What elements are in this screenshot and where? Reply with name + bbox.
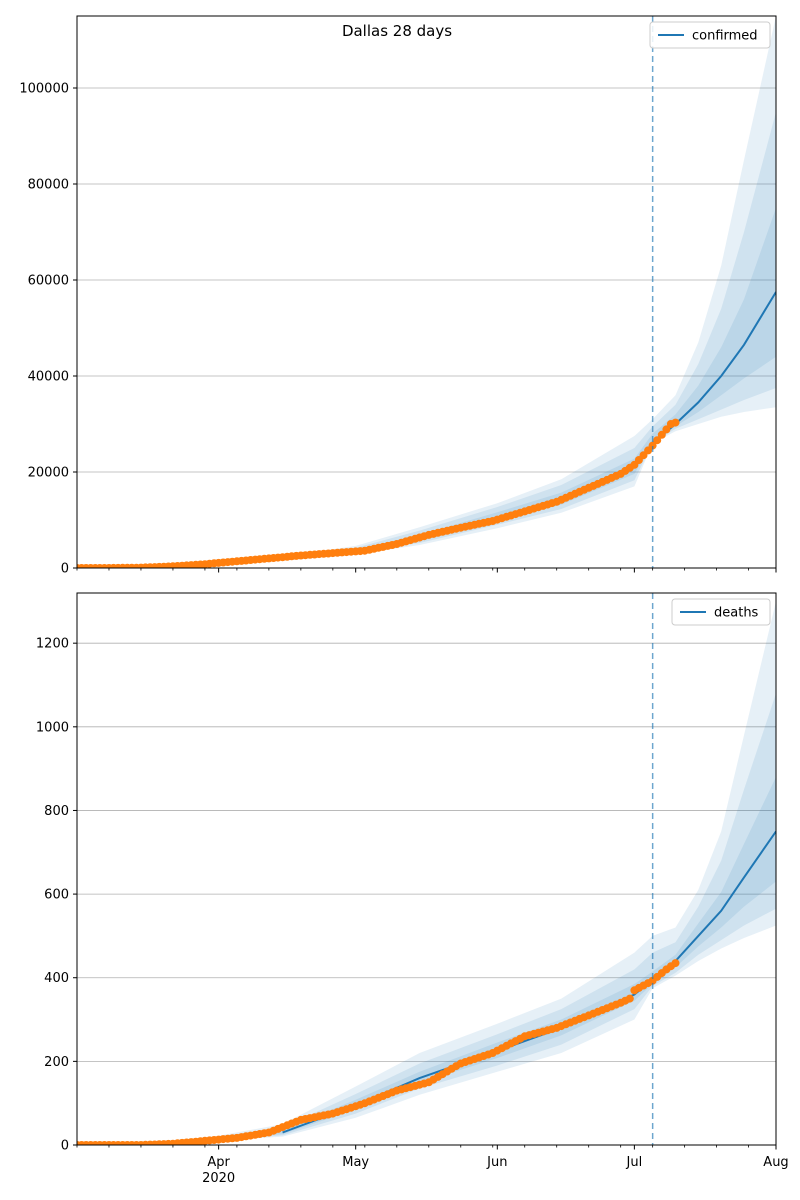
- uncertainty-band: [282, 16, 776, 561]
- y-tick-label: 1200: [36, 637, 69, 652]
- y-tick-label: 1000: [36, 720, 69, 735]
- confirmed-panel: 0 20000 40000 60000 80000 100000 confirmed: [19, 15, 777, 577]
- y-tick-label: 400: [44, 971, 69, 986]
- y-tick-label: 200: [44, 1055, 69, 1070]
- y-tick-label: 800: [44, 804, 69, 819]
- plot-area: [77, 16, 776, 568]
- y-tick-label: 80000: [28, 178, 69, 193]
- axes-frame: [76, 592, 777, 1146]
- y-tick-label: 600: [44, 888, 69, 903]
- x-tick-label: Aug: [763, 1155, 788, 1170]
- observed-point: [657, 430, 666, 439]
- observed-point: [662, 425, 671, 434]
- x-tick-label: Jun: [486, 1155, 507, 1170]
- legend-box: [671, 598, 771, 626]
- x-tick-sublabel: 2020: [202, 1171, 235, 1186]
- observed-point: [671, 959, 680, 968]
- x-tick-label: May: [342, 1155, 369, 1170]
- uncertainty-band: [218, 601, 776, 1141]
- x-tick-label: Jul: [626, 1155, 643, 1170]
- legend-label: confirmed: [692, 29, 758, 44]
- y-tick-label: 0: [61, 562, 69, 577]
- x-tick-label: Apr: [207, 1155, 230, 1170]
- figure-title: Dallas 28 days: [342, 22, 452, 40]
- observed-point: [648, 441, 657, 450]
- plot-area: [77, 601, 776, 1145]
- y-tick-label: 40000: [28, 370, 69, 385]
- observed-point: [625, 994, 634, 1003]
- observed-point: [653, 436, 662, 445]
- uncertainty-band: [218, 693, 776, 1140]
- legend-label: deaths: [714, 606, 759, 621]
- legend-box: [649, 21, 771, 49]
- y-tick-label: 20000: [28, 466, 69, 481]
- y-tick-label: 0: [61, 1139, 69, 1154]
- observed-point: [671, 418, 680, 427]
- y-tick-label: 100000: [19, 82, 69, 97]
- axes-frame: [76, 15, 777, 569]
- y-tick-label: 60000: [28, 274, 69, 289]
